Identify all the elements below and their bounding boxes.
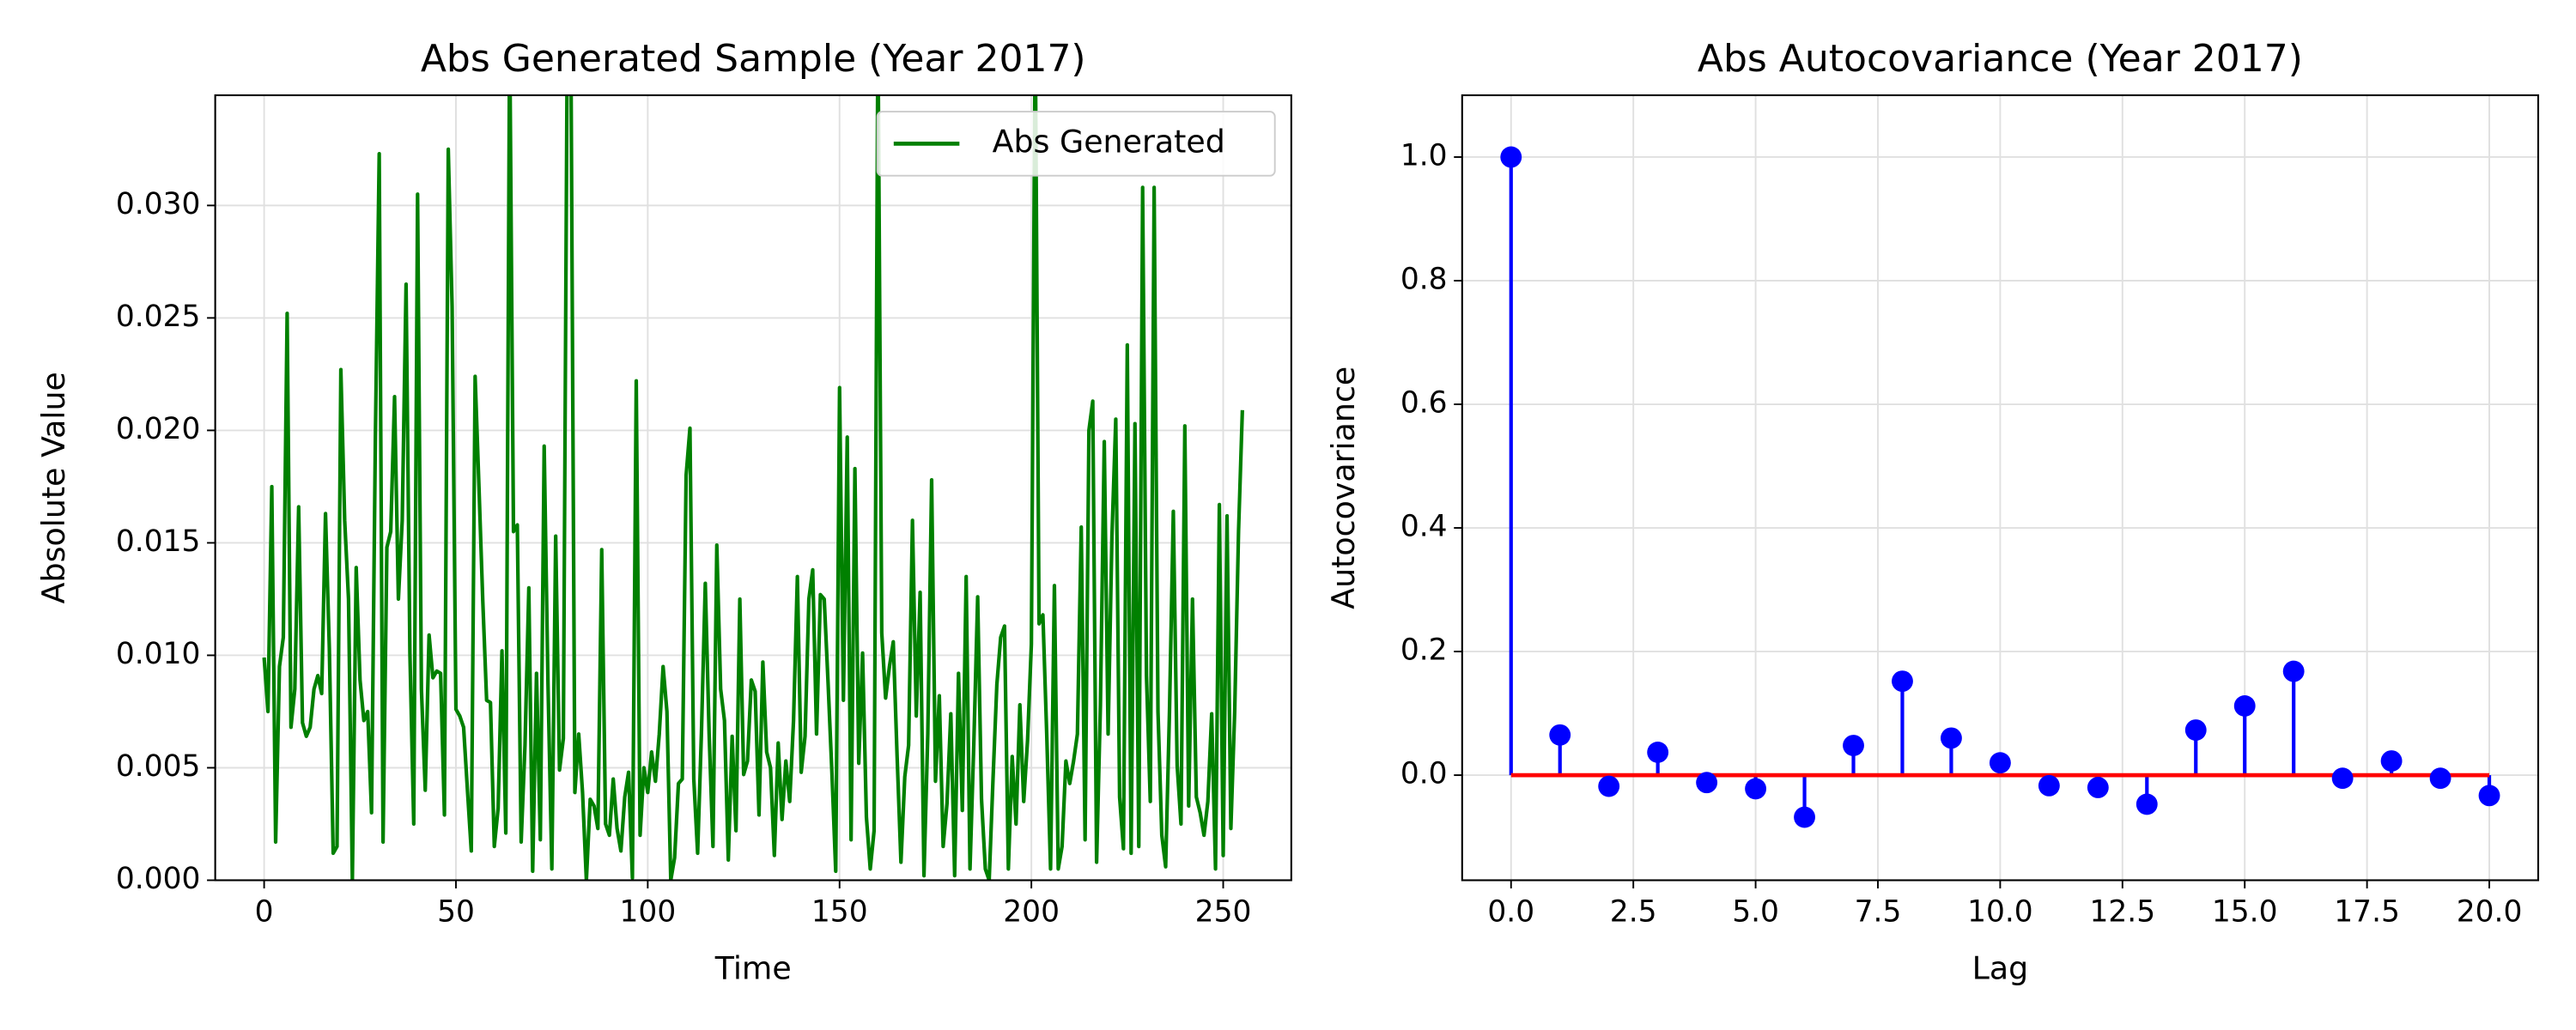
- stem-marker: [1843, 735, 1864, 756]
- stem-marker: [2184, 719, 2207, 741]
- stem-marker: [2233, 695, 2256, 717]
- y-tick-label: 0.000: [116, 862, 201, 896]
- plot-area: [1500, 146, 2500, 828]
- y-tick-label: 0.0: [1400, 757, 1448, 791]
- stem-marker: [1794, 806, 1815, 828]
- y-tick-label: 0.015: [116, 524, 201, 559]
- stem-marker: [1745, 778, 1767, 800]
- x-tick-label: 17.5: [2334, 894, 2400, 929]
- legend-label: Abs Generated: [993, 123, 1225, 160]
- x-tick-label: 250: [1195, 894, 1252, 929]
- x-tick-label: 100: [620, 894, 677, 929]
- x-tick-label: 10.0: [1967, 894, 2033, 929]
- stem-marker: [2331, 767, 2354, 790]
- y-tick-label: 0.8: [1400, 263, 1448, 297]
- y-tick-label: 0.4: [1400, 510, 1448, 544]
- x-tick-label: 12.5: [2089, 894, 2155, 929]
- x-tick-label: 0.0: [1487, 894, 1534, 929]
- x-tick-label: 150: [811, 894, 868, 929]
- y-tick-label: 0.025: [116, 300, 201, 334]
- axes: 0.0 2.5 5.0 7.5 10.0 12.5 15.0 17.5 20.0 0.0 0.2 0.…: [1400, 94, 2538, 929]
- stem-marker: [2038, 774, 2060, 797]
- stem-marker: [2136, 793, 2158, 815]
- x-axis-label: Time: [714, 950, 792, 987]
- y-tick-label: 0.030: [116, 187, 201, 221]
- axes-frame: [1461, 94, 2540, 882]
- stem-marker: [2282, 660, 2305, 682]
- plot-area: [262, 94, 1244, 881]
- stem-marker: [2087, 777, 2109, 798]
- stem-marker: [1549, 724, 1571, 746]
- y-tick-label: 1.0: [1400, 138, 1448, 173]
- stem-marker: [2429, 767, 2451, 790]
- x-tick-label: 50: [437, 894, 475, 929]
- x-tick-label: 7.5: [1855, 894, 1902, 929]
- data-line: [262, 94, 1244, 881]
- y-tick-label: 0.2: [1400, 633, 1448, 668]
- chart-title: Abs Generated Sample (Year 2017): [421, 37, 1086, 81]
- x-tick-label: 20.0: [2457, 894, 2523, 929]
- chart-title: Abs Autocovariance (Year 2017): [1698, 37, 2303, 81]
- x-tick-label: 200: [1003, 894, 1060, 929]
- legend: Abs Generated: [876, 111, 1276, 177]
- y-tick-label: 0.6: [1400, 386, 1448, 421]
- x-tick-label: 5.0: [1732, 894, 1779, 929]
- x-tick-label: 0: [255, 894, 274, 929]
- legend-box: [876, 111, 1276, 177]
- stem-marker: [1941, 727, 1962, 749]
- axes-frame: [214, 94, 1292, 882]
- stem-marker: [1892, 670, 1913, 693]
- y-tick-label: 0.005: [116, 749, 201, 784]
- stem-marker: [1647, 742, 1669, 763]
- y-tick-label: 0.010: [116, 637, 201, 671]
- stem-marker: [2380, 750, 2403, 772]
- stem-marker: [1989, 752, 2011, 774]
- stem-marker: [2478, 785, 2500, 807]
- y-tick-label: 0.020: [116, 412, 201, 446]
- y-axis-label: Autocovariance: [1325, 367, 1362, 609]
- x-tick-label: 2.5: [1610, 894, 1657, 929]
- y-axis-label: Absolute Value: [35, 372, 72, 603]
- x-tick-label: 15.0: [2212, 894, 2278, 929]
- stem-marker: [1696, 772, 1718, 794]
- stem-marker: [1500, 146, 1522, 168]
- x-axis-label: Lag: [1972, 950, 2029, 987]
- stem-marker: [1598, 775, 1620, 797]
